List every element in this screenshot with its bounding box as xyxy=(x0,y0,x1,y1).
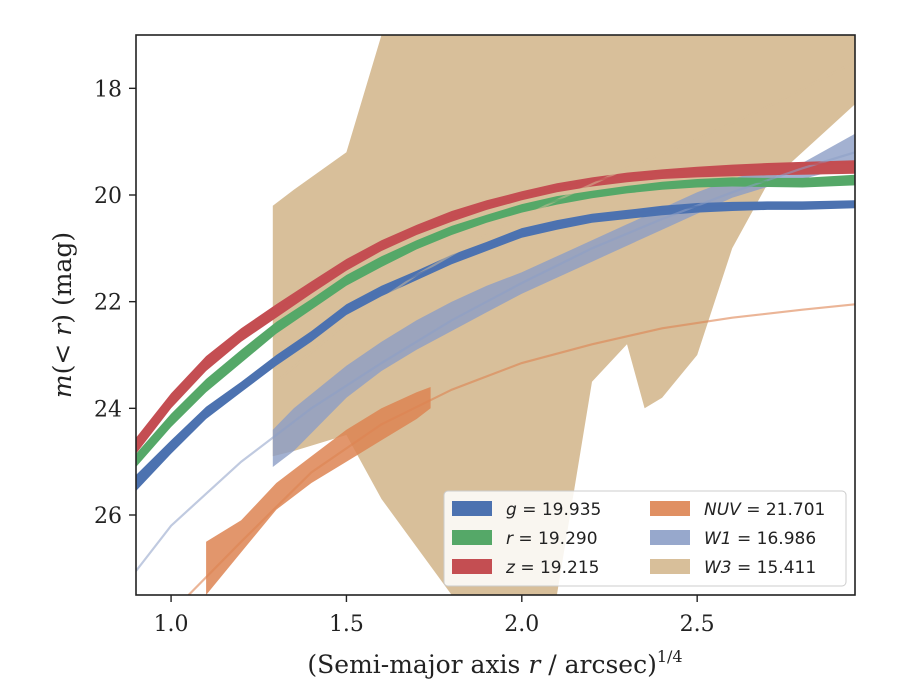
band-r xyxy=(136,174,855,467)
legend-symbol: W1 xyxy=(704,529,732,549)
y-tick-label: 22 xyxy=(94,291,122,316)
legend-value: = 15.411 xyxy=(732,558,817,578)
legend-label-w3: W3 = 15.411 xyxy=(704,558,816,578)
fit-line-nuv xyxy=(187,303,855,595)
legend-value: = 19.290 xyxy=(513,529,598,549)
legend-value: = 21.701 xyxy=(741,500,826,520)
y-tick-label: 20 xyxy=(94,184,122,209)
x-axis-title-var: r xyxy=(528,650,542,679)
y-axis-title-unit: ) (mag) xyxy=(48,232,77,324)
x-tick-label: 2.5 xyxy=(680,612,715,637)
legend-label-g: g = 19.935 xyxy=(506,500,601,520)
legend-value: = 19.215 xyxy=(515,558,600,578)
legend-symbol: z xyxy=(505,558,516,578)
legend-value: = 16.986 xyxy=(732,529,817,549)
x-axis-title-suffix: / arcsec) xyxy=(540,650,657,679)
legend-swatch-w1 xyxy=(650,530,690,545)
x-axis-ticks: 1.0 1.5 2.0 2.5 xyxy=(154,595,715,637)
x-axis-title-exponent: 1/4 xyxy=(657,647,683,666)
legend-swatch-z xyxy=(452,559,492,574)
legend-label-r: r = 19.290 xyxy=(506,529,598,549)
x-tick-label: 2.0 xyxy=(504,612,539,637)
legend-symbol: NUV xyxy=(704,500,742,520)
x-tick-label: 1.0 xyxy=(154,612,189,637)
y-tick-label: 24 xyxy=(94,397,122,422)
legend-symbol: r xyxy=(506,529,514,549)
fit-line-layer xyxy=(136,60,855,595)
legend-swatch-w3 xyxy=(650,559,690,574)
fit-line-r xyxy=(275,180,768,330)
y-tick-label: 18 xyxy=(94,77,122,102)
legend-box xyxy=(443,490,847,587)
legend-swatch-r xyxy=(452,530,492,545)
legend-label-z: z = 19.215 xyxy=(505,558,599,578)
legend-value: = 19.935 xyxy=(517,500,602,520)
fit-line-g xyxy=(275,204,733,362)
legend-swatch-nuv xyxy=(650,501,690,516)
y-axis-title-r: r xyxy=(48,322,77,336)
y-axis-title: m(< r) (mag) xyxy=(48,232,77,398)
y-tick-label: 26 xyxy=(94,504,122,529)
fit-line-z xyxy=(275,161,855,311)
x-tick-label: 1.5 xyxy=(329,612,364,637)
fit-line-w1 xyxy=(136,151,855,572)
y-axis-title-var: m xyxy=(48,374,77,398)
legend-symbol: W3 xyxy=(704,558,732,578)
y-axis-title-expr: (< xyxy=(48,336,77,375)
y-axis-ticks: 18 20 22 24 26 xyxy=(94,77,136,529)
legend-swatch-g xyxy=(452,501,492,516)
legend-symbol: g xyxy=(506,500,517,520)
legend-label-w1: W1 = 16.986 xyxy=(704,529,816,549)
x-axis-title: (Semi-major axis r / arcsec)1/4 xyxy=(307,647,682,679)
legend-label-nuv: NUV = 21.701 xyxy=(704,500,825,520)
plot-frame xyxy=(135,34,856,596)
x-axis-title-prefix: (Semi-major axis xyxy=(307,650,528,679)
band-nuv xyxy=(206,387,431,595)
